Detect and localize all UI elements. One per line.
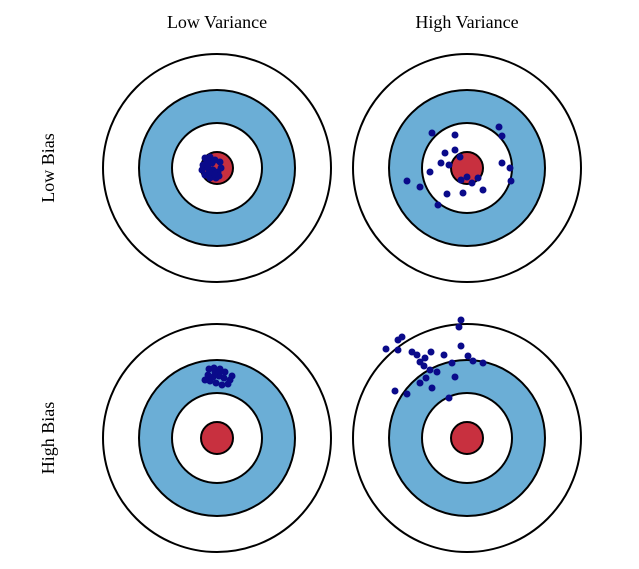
shot [451, 146, 459, 154]
shot [403, 390, 411, 398]
shot [221, 368, 229, 376]
shot [382, 345, 390, 353]
shot [445, 394, 453, 402]
shot-cluster [201, 364, 236, 389]
shot [456, 153, 464, 161]
shot [427, 348, 435, 356]
shot [498, 132, 506, 140]
shot [217, 164, 225, 172]
shot [211, 368, 219, 376]
column-label: High Variance [415, 12, 518, 32]
shot [440, 351, 448, 359]
shot [437, 159, 445, 167]
column-label: Low Variance [167, 12, 267, 32]
shot [394, 346, 402, 354]
shot [216, 368, 224, 376]
shot [201, 376, 209, 384]
shot [394, 336, 402, 344]
shot [218, 381, 226, 389]
shot [457, 316, 465, 324]
shot [443, 190, 451, 198]
target [352, 53, 582, 283]
shot [198, 166, 206, 174]
shot [428, 129, 436, 137]
shot [426, 168, 434, 176]
row-label: Low Bias [38, 133, 58, 203]
shot [507, 177, 515, 185]
shot [413, 351, 421, 359]
shot [451, 131, 459, 139]
shot [391, 387, 399, 395]
shot [463, 173, 471, 181]
shot [416, 183, 424, 191]
shot [459, 189, 467, 197]
shot [469, 357, 477, 365]
shot [434, 201, 442, 209]
shot [457, 176, 465, 184]
shot [422, 374, 430, 382]
shot [474, 174, 482, 182]
target [102, 53, 332, 283]
shot [403, 177, 411, 185]
shot [416, 379, 424, 387]
shot [433, 368, 441, 376]
shot [468, 179, 476, 187]
shot [228, 372, 236, 380]
shot [205, 169, 213, 177]
shot [506, 164, 514, 172]
shot [426, 366, 434, 374]
shot [498, 159, 506, 167]
shot [441, 149, 449, 157]
shot [224, 380, 232, 388]
shot [448, 359, 456, 367]
shot [421, 354, 429, 362]
shot-cluster [198, 153, 225, 182]
shot [495, 123, 503, 131]
shot [455, 323, 463, 331]
shot [212, 379, 220, 387]
shot [464, 352, 472, 360]
shot [216, 158, 224, 166]
shot [416, 358, 424, 366]
shot [203, 158, 211, 166]
shot [428, 384, 436, 392]
shot [445, 161, 453, 169]
target [102, 323, 332, 553]
shot [220, 374, 228, 382]
shot [451, 373, 459, 381]
row-label: High Bias [38, 402, 58, 475]
shot [479, 359, 487, 367]
shot-cluster [403, 123, 515, 209]
shot [479, 186, 487, 194]
shot [457, 342, 465, 350]
shot-cluster [382, 316, 487, 402]
